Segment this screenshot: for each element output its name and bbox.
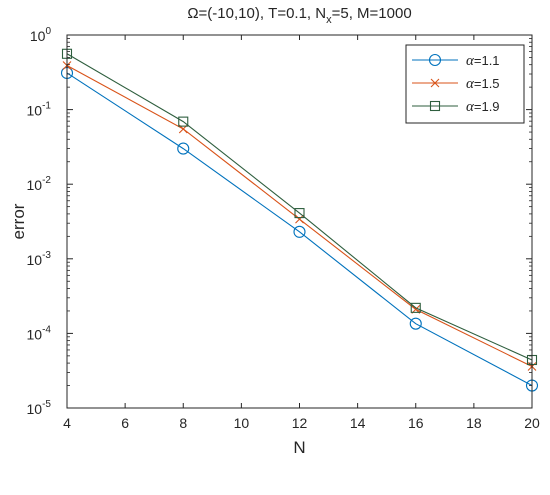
data-point (294, 208, 305, 219)
x-tick-label: 18 (466, 415, 482, 431)
legend-box (405, 44, 525, 124)
x-tick-label: 10 (234, 415, 250, 431)
legend: α=1.1 α=1.5 α=1.9 (405, 44, 525, 124)
series-line (66, 72, 533, 387)
x-tick-label: 20 (524, 415, 540, 431)
y-tick-label: 10-4 (27, 324, 52, 342)
data-point (410, 302, 421, 313)
text-layer: 4 6 8 10 12 14 16 18 20 10-5 10-4 10-3 10-2 10-1 100 Ne… (9, 5, 540, 457)
legend-marker (428, 53, 442, 67)
legend-label: α=1.1 (466, 53, 500, 69)
x-tick-label: 4 (63, 415, 71, 431)
data-point (178, 116, 189, 127)
legend-label: α=1.9 (466, 99, 500, 115)
data-point (177, 142, 190, 155)
legend-entry-1: α=1.1 (412, 53, 500, 69)
x-axis-label: N (293, 438, 305, 457)
y-tick-label: 10-1 (27, 101, 52, 119)
chart-title: Ω=(-10,10), T=0.1, Nx=5, M=1000 (187, 5, 411, 26)
y-tick-label: 10-5 (27, 399, 52, 417)
y-tick-label: 10-2 (27, 175, 52, 193)
data-point (295, 214, 304, 224)
legend-marker (429, 100, 441, 112)
x-tick-label: 16 (408, 415, 424, 431)
axes-layer (66, 34, 533, 409)
y-tick-label: 10-3 (27, 250, 52, 268)
x-tick-label: 12 (292, 415, 308, 431)
legend-entry-3: α=1.9 (412, 99, 500, 115)
x-tick-label: 14 (350, 415, 366, 431)
x-tick-label: 6 (121, 415, 129, 431)
y-axis-label: error (9, 203, 28, 239)
data-point (409, 317, 422, 330)
y-tick-label: 100 (30, 26, 52, 44)
x-tick-label: 8 (179, 415, 187, 431)
legend-marker (430, 78, 440, 88)
legend-label: α=1.5 (466, 76, 500, 92)
legend-entry-2: α=1.5 (412, 76, 500, 92)
series-line (66, 53, 533, 361)
data-point (293, 225, 306, 238)
